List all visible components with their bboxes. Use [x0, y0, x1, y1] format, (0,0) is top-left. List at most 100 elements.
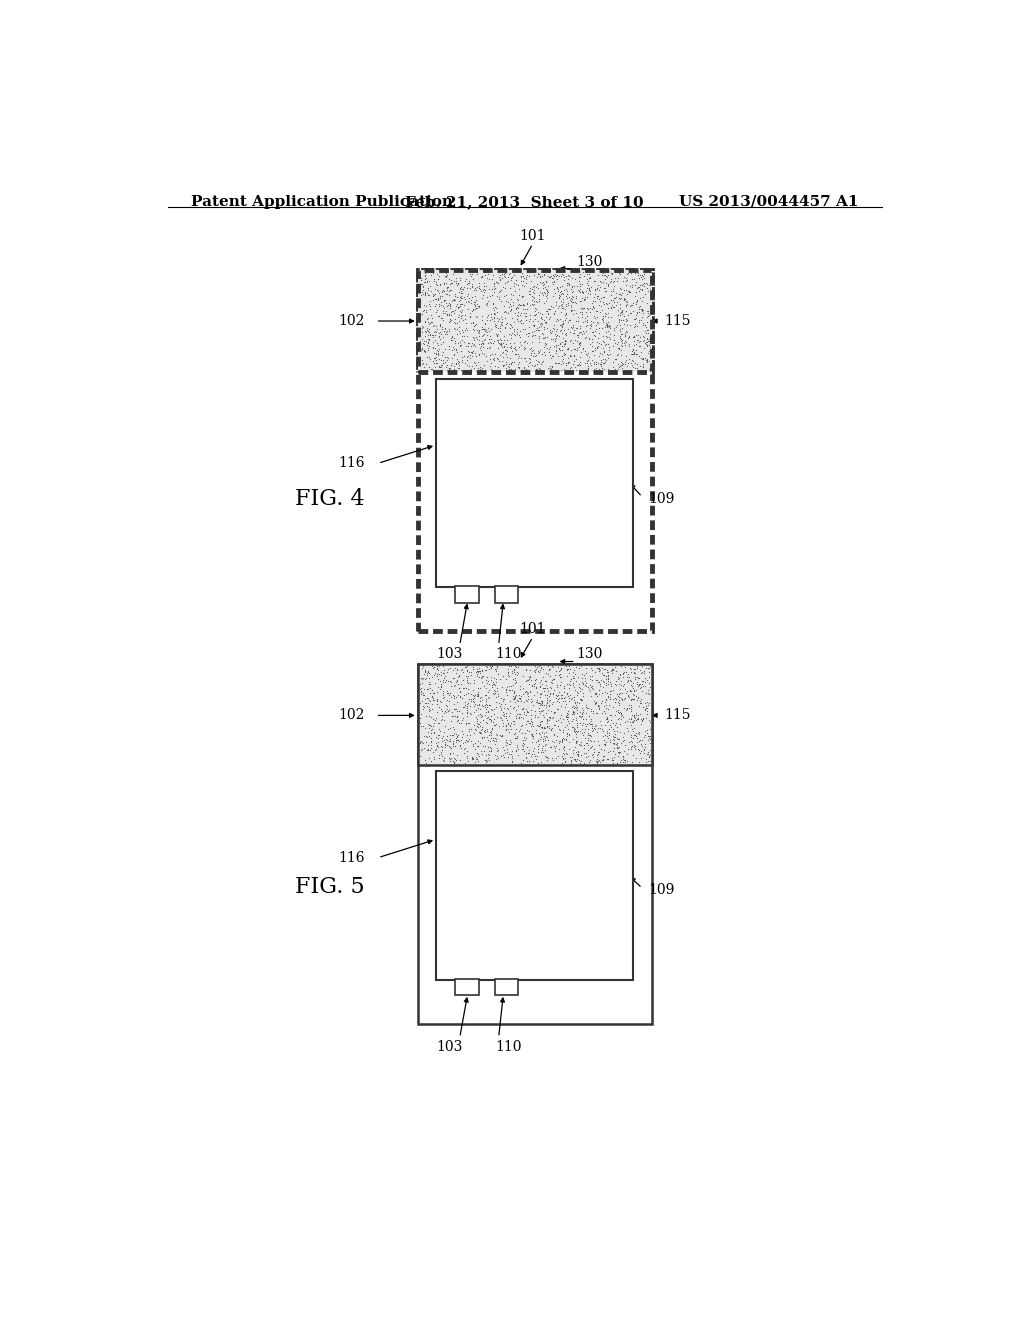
Point: [612, 304, 629, 325]
Point: [484, 682, 501, 704]
Point: [480, 730, 497, 751]
Point: [617, 351, 634, 372]
Point: [609, 685, 626, 706]
Point: [434, 685, 451, 706]
Point: [544, 669, 560, 690]
Point: [441, 725, 458, 746]
Point: [466, 330, 482, 351]
Point: [419, 726, 435, 747]
Point: [498, 731, 514, 752]
Point: [591, 657, 607, 678]
Point: [607, 286, 624, 308]
Point: [503, 289, 519, 310]
Point: [589, 288, 605, 309]
Point: [565, 315, 582, 337]
Point: [599, 748, 615, 770]
Point: [486, 673, 503, 694]
Point: [596, 269, 612, 290]
Point: [467, 751, 483, 772]
Point: [456, 739, 472, 760]
Point: [411, 701, 427, 722]
Point: [637, 322, 653, 343]
Point: [568, 318, 585, 339]
Point: [520, 668, 537, 689]
Point: [571, 346, 588, 367]
Point: [520, 682, 537, 704]
Point: [553, 657, 569, 678]
Point: [620, 686, 636, 708]
Point: [517, 358, 534, 379]
Point: [536, 694, 552, 715]
Point: [414, 321, 430, 342]
Point: [603, 676, 620, 697]
Point: [544, 356, 560, 378]
Point: [425, 688, 441, 709]
Point: [573, 697, 590, 718]
Point: [582, 352, 598, 374]
Point: [426, 347, 442, 368]
Point: [578, 321, 594, 342]
Point: [584, 669, 600, 690]
Point: [461, 713, 477, 734]
Point: [557, 343, 573, 364]
Point: [568, 731, 585, 752]
Point: [590, 335, 606, 356]
Point: [452, 734, 468, 755]
Point: [486, 310, 503, 331]
Point: [452, 354, 468, 375]
Point: [521, 673, 538, 694]
Point: [528, 292, 545, 313]
Point: [428, 350, 444, 371]
Point: [506, 689, 522, 710]
Text: 103: 103: [436, 1040, 463, 1053]
Point: [560, 351, 577, 372]
Point: [442, 294, 459, 315]
Point: [463, 313, 479, 334]
Point: [433, 709, 450, 730]
Point: [567, 292, 584, 313]
Point: [472, 279, 488, 300]
Point: [559, 685, 575, 706]
Point: [465, 327, 481, 348]
Point: [530, 701, 547, 722]
Point: [577, 289, 593, 310]
Point: [618, 322, 635, 343]
Point: [502, 294, 518, 315]
Point: [518, 273, 535, 294]
Point: [483, 669, 500, 690]
Point: [444, 290, 461, 312]
Point: [545, 750, 561, 771]
Point: [571, 735, 588, 756]
Point: [558, 272, 574, 293]
Point: [544, 717, 560, 738]
Point: [642, 733, 658, 754]
Point: [487, 715, 504, 737]
Point: [490, 337, 507, 358]
Point: [479, 317, 496, 338]
Point: [483, 656, 500, 677]
Point: [445, 264, 462, 285]
Point: [623, 314, 639, 335]
Point: [427, 663, 443, 684]
Point: [610, 331, 627, 352]
Point: [517, 330, 534, 351]
Point: [517, 730, 534, 751]
Point: [478, 667, 495, 688]
Point: [459, 355, 475, 376]
Point: [518, 671, 535, 692]
Point: [444, 702, 461, 723]
Point: [602, 263, 618, 284]
Point: [482, 710, 499, 731]
Point: [575, 738, 592, 759]
Point: [556, 743, 572, 764]
Point: [503, 300, 519, 321]
Point: [518, 264, 535, 285]
Point: [537, 281, 553, 302]
Point: [506, 321, 522, 342]
Point: [511, 718, 527, 739]
Point: [508, 343, 524, 364]
Point: [552, 314, 568, 335]
Point: [431, 305, 447, 326]
Point: [628, 685, 644, 706]
Point: [428, 738, 444, 759]
